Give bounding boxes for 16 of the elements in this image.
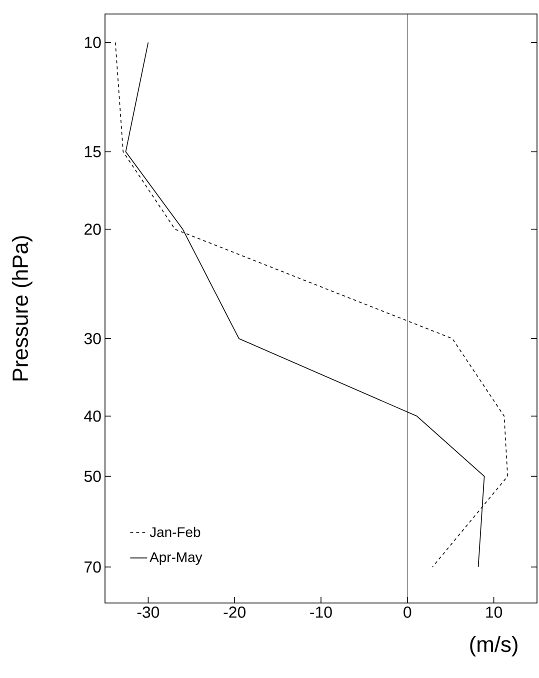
- x-tick-label: -10: [310, 606, 332, 618]
- legend-label: Apr-May: [150, 552, 202, 565]
- y-tick-label: 30: [84, 332, 101, 344]
- x-tick-label: 0: [404, 606, 412, 618]
- x-axis-title: (m/s): [470, 636, 518, 656]
- x-tick-label: -30: [137, 606, 160, 618]
- y-tick-label: 50: [84, 470, 101, 482]
- x-tick-label: -20: [224, 606, 246, 618]
- y-tick-label: 70: [84, 561, 101, 573]
- y-axis-title: Pressure (hPa): [12, 236, 32, 380]
- legend-label: Jan-Feb: [150, 526, 200, 538]
- y-tick-label: 10: [84, 36, 101, 48]
- x-tick-label: 10: [486, 606, 502, 618]
- y-tick-label: 40: [84, 410, 101, 422]
- y-tick-label: 15: [84, 146, 101, 158]
- y-tick-label: 20: [84, 224, 101, 235]
